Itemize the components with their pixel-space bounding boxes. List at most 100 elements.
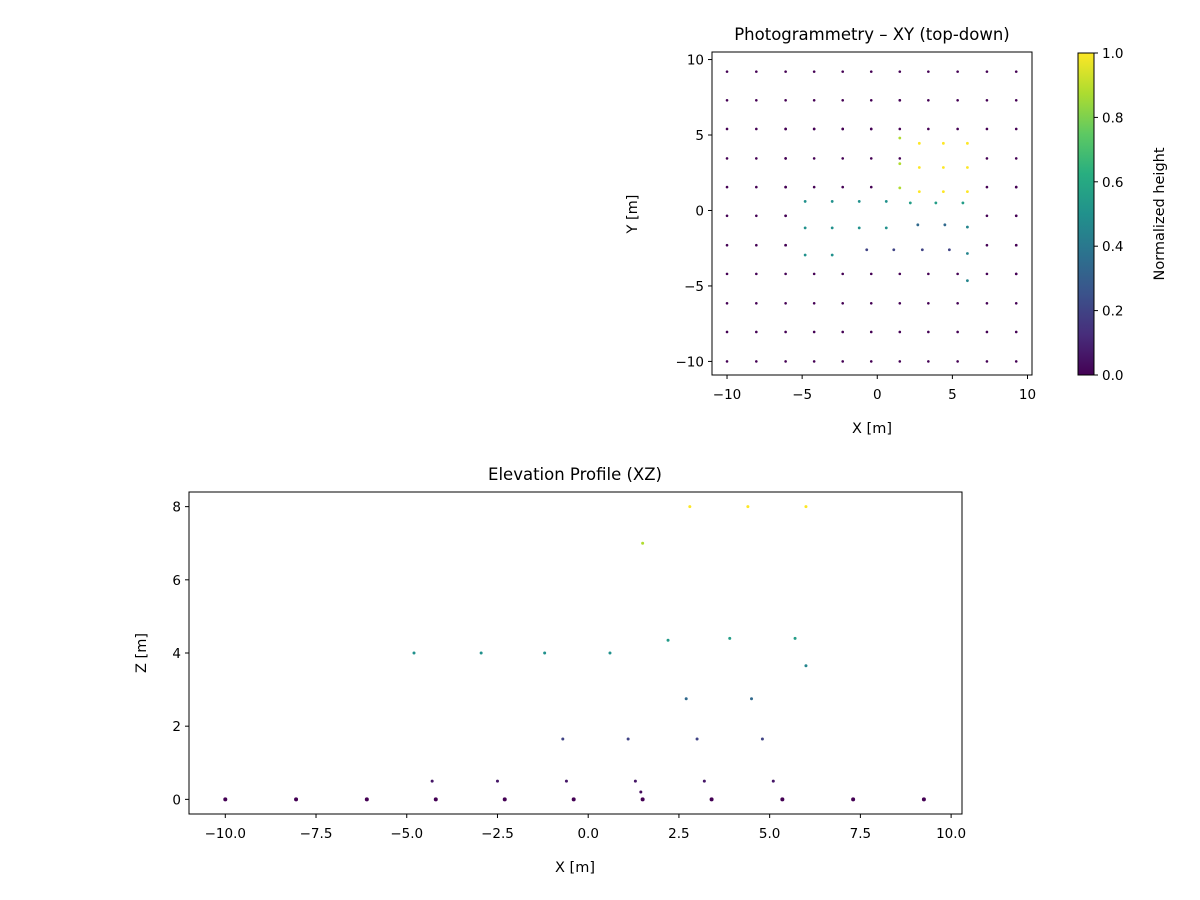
xz-plot-frame [188,491,963,815]
xy-point [869,157,873,160]
xz-x-tick-label: 5.0 [759,826,780,842]
xz-point [633,779,637,783]
xy-point [803,253,807,257]
xy-point [869,70,873,73]
xy-y-tick-label: 10 [687,53,704,69]
xz-point [771,779,775,783]
xy-point [917,166,921,169]
xy-chart-title: Photogrammetry – XY (top-down) [734,25,1010,44]
xy-point [927,70,930,73]
xy-point [755,185,758,189]
xy-point [985,70,989,73]
xz-point [608,651,612,655]
xy-point [1014,243,1018,247]
xy-point [898,70,902,73]
xy-point [1014,330,1018,334]
xy-point [755,70,758,73]
xz-point [760,737,764,741]
xy-point [965,190,969,194]
xy-point [965,279,969,283]
xy-point [812,360,816,363]
xy-point [869,330,873,334]
xy-points [725,70,1018,363]
xz-point [641,541,645,545]
xz-y-axis: 0 2 4 6 8 [172,500,189,808]
xy-point [1014,127,1018,131]
xz-point [780,797,785,802]
xy-point [927,272,930,276]
xy-point [841,70,845,73]
xz-x-tick-label: −2.5 [481,826,514,842]
xz-x-tick-label: 0.0 [577,826,598,842]
colorbar-label: Normalized height [1152,147,1168,280]
xy-point [725,243,729,247]
xy-point [898,127,902,131]
xy-point [908,201,912,205]
xy-point [961,201,965,205]
colorbar-tick-label: 0.2 [1102,304,1123,320]
xz-scatter-chart: Elevation Profile (XZ) −10.0 −7.5 −5.0 −2.5… [134,465,966,876]
xy-point [865,248,869,252]
xz-point [702,779,706,783]
xy-point [956,98,959,102]
colorbar-tick-label: 0.0 [1102,368,1123,384]
xy-point [956,70,959,73]
xy-point [812,70,816,73]
xy-point [898,136,902,140]
xz-point [502,797,507,802]
xz-point [495,779,499,783]
xy-x-tick-label: 0 [873,387,882,403]
xy-point [917,141,921,145]
xy-point [841,157,845,160]
xz-point [412,651,416,655]
xz-y-tick-label: 4 [172,646,181,662]
xy-y-axis: −10 −5 0 5 10 [676,53,712,370]
xz-x-tick-label: −5.0 [390,826,423,842]
xy-point [830,226,834,230]
xy-point [927,98,930,102]
xz-point [851,797,856,802]
xz-points [223,505,926,802]
xy-point [956,127,959,131]
xy-point [941,190,945,194]
xy-point [1014,98,1018,102]
xy-point [985,360,989,363]
xy-point [841,330,845,334]
xy-point [947,248,951,252]
xy-point [869,272,873,276]
xy-point [898,157,902,160]
xy-point [916,223,920,227]
xy-point [755,214,758,218]
xy-point [927,127,930,131]
xy-x-tick-label: 10 [1019,387,1036,403]
xy-point [725,98,729,102]
xz-point [433,797,438,802]
xy-point [1014,214,1018,218]
xz-point [564,779,568,783]
xy-point [898,98,902,102]
xy-x-tick-label: 5 [948,387,957,403]
xy-point [725,272,729,276]
xy-point [784,98,787,102]
xz-point [684,697,688,701]
xy-point [927,330,930,334]
xy-plot-frame [711,51,1033,376]
xz-x-axis-label: X [m] [555,860,595,876]
xy-point [965,225,969,229]
xz-point [666,638,670,642]
xz-point [709,797,714,802]
xy-point [841,272,845,276]
xy-point [857,200,861,203]
xz-point [793,636,797,640]
xy-point [941,166,945,169]
xy-y-axis-label: Y [m] [625,195,641,235]
xy-point [1014,70,1018,73]
xy-point [784,360,787,363]
xy-point [1014,360,1018,363]
xy-point [755,302,758,305]
xy-point [1014,157,1018,160]
xy-point [784,330,787,334]
xz-point [750,697,754,701]
xy-point [898,272,902,276]
xy-point [812,185,816,189]
